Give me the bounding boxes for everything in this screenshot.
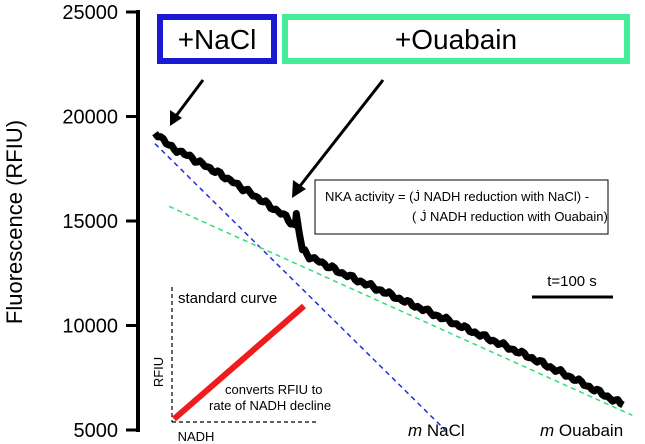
standard-curve-line <box>172 303 306 422</box>
nacl-box <box>157 14 277 64</box>
converts-line2: rate of NADH decline <box>209 398 331 413</box>
y-axis-title: Fluorescence (RFIU) <box>2 120 27 324</box>
standard-curve-label: standard curve <box>178 290 277 307</box>
y-tick-label: 10000 <box>62 316 118 338</box>
y-tick-label: 20000 <box>62 107 118 129</box>
nka-activity-box <box>314 179 609 235</box>
y-tick-label: 25000 <box>62 2 118 24</box>
ouabain-fit-line <box>168 205 633 417</box>
ouabain-box-label: +Ouabain <box>395 24 517 55</box>
inset-y-label: RFIU <box>151 357 166 387</box>
inset-x-label: NADH <box>178 429 215 444</box>
ouabain-box <box>282 14 630 64</box>
nacl-fit-line <box>154 143 446 431</box>
timescale-label: t=100 s <box>547 273 597 290</box>
nka-activity-line2: ( J̇ NADH reduction with Ouabain) <box>412 209 608 224</box>
ouabain-arrow-head <box>292 180 306 198</box>
nacl-arrow-head <box>170 110 182 126</box>
y-tick-label: 15000 <box>62 211 118 233</box>
y-ticks: 5000 10000 15000 20000 25000 <box>62 2 138 442</box>
nacl-box-label: +NaCl <box>178 24 257 55</box>
nka-activity-line1: NKA activity = (J̇ NADH reduction with N… <box>325 189 589 204</box>
y-tick-label: 5000 <box>74 420 119 442</box>
converts-line1: converts RFIU to <box>225 382 323 397</box>
nacl-slope-label: m NaCl <box>408 421 465 440</box>
ouabain-arrow <box>298 79 385 187</box>
fluorescence-trace <box>152 131 625 408</box>
ouabain-slope-label: m Ouabain <box>540 421 623 440</box>
nacl-arrow <box>174 79 205 117</box>
